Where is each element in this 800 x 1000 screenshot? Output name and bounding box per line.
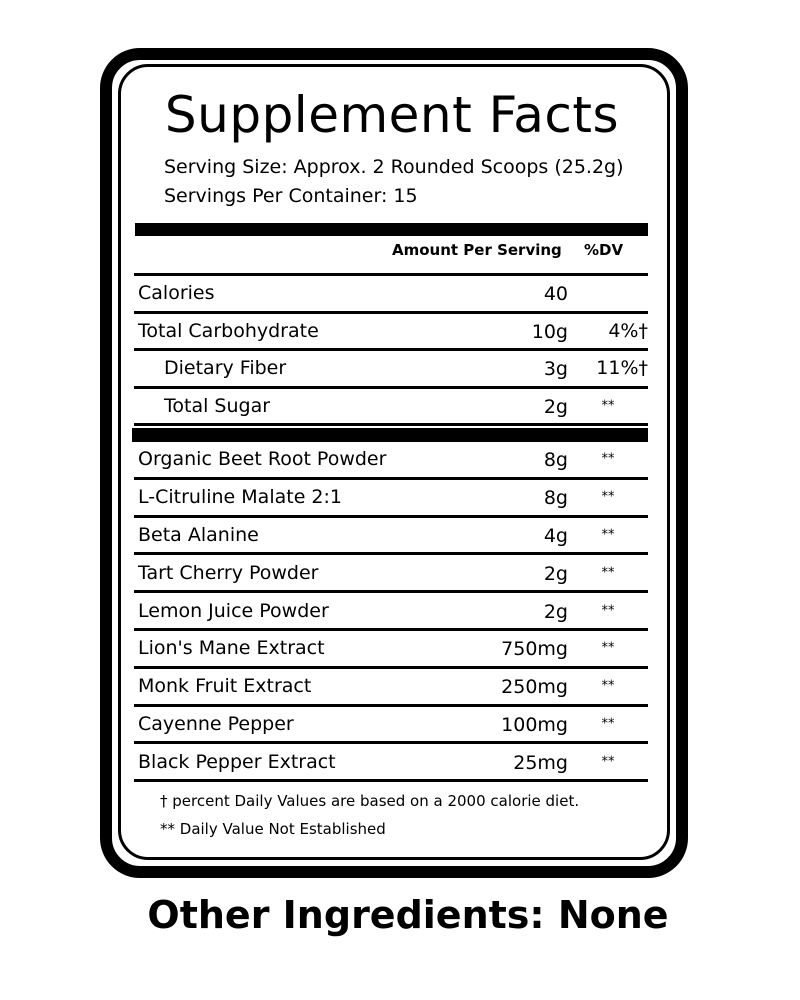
- amount-header: Amount Per Serving: [392, 241, 562, 259]
- row-amount: 2g: [543, 562, 568, 585]
- table-row: Cayenne Pepper 100mg **: [134, 707, 648, 745]
- row-name: Dietary Fiber: [164, 357, 287, 380]
- servings-per-container: Servings Per Container: 15: [164, 185, 418, 207]
- row-amount: 2g: [543, 395, 568, 418]
- divider-bar: [135, 223, 648, 236]
- table-row: Tart Cherry Powder 2g **: [134, 555, 648, 594]
- table-row: Total Carbohydrate 10g 4%†: [134, 314, 648, 351]
- table-row: Total Sugar 2g **: [134, 389, 648, 426]
- table-row: Lemon Juice Powder 2g **: [134, 593, 648, 631]
- row-dv: **: [601, 603, 615, 619]
- row-dv: **: [601, 678, 615, 694]
- table-row: Black Pepper Extract 25mg **: [134, 744, 648, 783]
- ingredients-section: Organic Beet Root Powder 8g ** L-Citruline …: [134, 442, 648, 783]
- footnote-not-established: ** Daily Value Not Established: [160, 820, 386, 838]
- dv-header: %DV: [584, 241, 624, 259]
- row-name: Total Carbohydrate: [138, 319, 319, 342]
- table-row: Beta Alanine 4g **: [134, 518, 648, 556]
- row-amount: 2g: [543, 600, 568, 623]
- row-name: Tart Cherry Powder: [138, 561, 319, 584]
- row-name: L-Citruline Malate 2:1: [138, 486, 342, 509]
- row-name: Cayenne Pepper: [138, 712, 294, 735]
- row-amount: 40: [543, 283, 568, 306]
- row-dv: 11%†: [596, 357, 648, 380]
- label-title: Supplement Facts: [164, 86, 620, 144]
- row-amount: 8g: [543, 449, 568, 472]
- row-amount: 4g: [543, 525, 568, 548]
- table-row: Lion's Mane Extract 750mg **: [134, 631, 648, 669]
- row-name: Calories: [138, 282, 215, 305]
- divider-bar: [132, 428, 648, 442]
- row-amount: 10g: [531, 320, 568, 343]
- nutrients-section: Calories 40 Total Carbohydrate 10g 4%† Dietar…: [134, 273, 648, 426]
- row-dv: 4%†: [608, 319, 648, 342]
- row-amount: 250mg: [501, 676, 568, 699]
- footnote-dv: † percent Daily Values are based on a 20…: [160, 792, 580, 810]
- row-amount: 8g: [543, 487, 568, 510]
- row-dv: **: [601, 527, 615, 543]
- row-dv: **: [601, 398, 615, 414]
- row-dv: **: [601, 640, 615, 656]
- table-row: Organic Beet Root Powder 8g **: [134, 442, 648, 480]
- row-dv: **: [601, 451, 615, 467]
- row-amount: 750mg: [501, 638, 568, 661]
- table-row: Monk Fruit Extract 250mg **: [134, 669, 648, 707]
- row-name: Total Sugar: [164, 394, 271, 417]
- label-outer-border: [100, 48, 688, 878]
- row-name: Monk Fruit Extract: [138, 675, 312, 698]
- table-row: Calories 40: [134, 276, 648, 314]
- row-dv: **: [601, 716, 615, 732]
- serving-size: Serving Size: Approx. 2 Rounded Scoops (…: [164, 156, 624, 178]
- table-row: L-Citruline Malate 2:1 8g **: [134, 480, 648, 518]
- row-name: Organic Beet Root Powder: [138, 448, 387, 471]
- row-name: Lemon Juice Powder: [138, 599, 329, 622]
- row-dv: **: [601, 754, 615, 770]
- row-name: Black Pepper Extract: [138, 750, 336, 773]
- row-name: Lion's Mane Extract: [138, 637, 325, 660]
- table-row: Dietary Fiber 3g 11%†: [134, 351, 648, 389]
- label-inner-border: [118, 64, 670, 860]
- row-amount: 100mg: [501, 714, 568, 737]
- row-amount: 3g: [543, 358, 568, 381]
- row-amount: 25mg: [513, 751, 568, 774]
- row-dv: **: [601, 489, 615, 505]
- row-dv: **: [601, 565, 615, 581]
- other-ingredients: Other Ingredients: None: [147, 893, 669, 937]
- row-name: Beta Alanine: [138, 523, 259, 546]
